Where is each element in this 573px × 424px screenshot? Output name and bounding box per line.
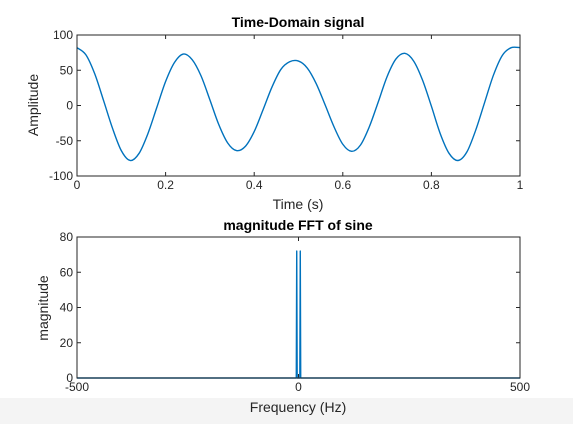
time-xtick-label: 0.6 — [334, 178, 351, 192]
fft-xtick-label: -500 — [65, 380, 89, 394]
time-xtick-label: 0.4 — [246, 178, 263, 192]
fft-yaxis-label: magnitude — [35, 275, 51, 341]
time-xtick-label: 0.8 — [423, 178, 440, 192]
time-xtick-label: 1 — [517, 178, 524, 192]
fft-axes-box — [76, 236, 521, 379]
time-series-lines — [76, 46, 521, 162]
fft-chart-title: magnitude FFT of sine — [223, 217, 373, 233]
fft-axes: magnitude FFT of sine Frequency (Hz) mag… — [35, 217, 530, 415]
fft-xaxis-label: Frequency (Hz) — [250, 399, 346, 415]
fft-ytick-label: 0 — [66, 371, 73, 385]
fft-ytick-label: 20 — [60, 336, 74, 350]
fft-xtick-label: 0 — [295, 380, 302, 394]
time-axes-background — [77, 35, 520, 176]
time-yaxis-label: Amplitude — [25, 74, 41, 136]
time-series-line-0 — [76, 46, 521, 162]
fft-ytick-label: 80 — [60, 230, 74, 244]
time-ytick-label: 50 — [60, 63, 74, 77]
figure-bottom-strip — [0, 398, 573, 424]
time-axis-ticks: 0 0.2 0.4 0.6 0.8 1 100 50 0 -50 -100 — [49, 28, 524, 192]
time-chart-title: Time-Domain signal — [232, 14, 365, 30]
fft-axes-background — [77, 237, 520, 378]
fft-ytick-label: 40 — [60, 301, 74, 315]
time-xtick-label: 0 — [74, 178, 81, 192]
time-xtick-label: 0.2 — [157, 178, 174, 192]
time-ytick-label: -50 — [56, 134, 74, 148]
time-ytick-label: -100 — [49, 169, 73, 183]
time-axes-box — [76, 34, 521, 177]
fft-xtick-label: 500 — [510, 380, 530, 394]
time-xaxis-label: Time (s) — [273, 196, 324, 212]
time-ytick-label: 100 — [53, 28, 73, 42]
fft-ytick-label: 60 — [60, 265, 74, 279]
time-ytick-label: 0 — [66, 99, 73, 113]
